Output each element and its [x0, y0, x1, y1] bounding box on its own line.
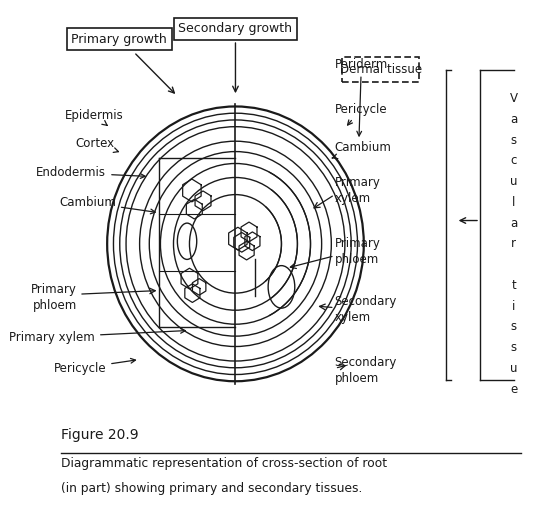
Text: Secondary growth: Secondary growth	[178, 22, 293, 35]
Text: Pericycle: Pericycle	[334, 103, 388, 125]
Text: Primary xylem: Primary xylem	[9, 329, 185, 344]
Text: Primary
xylem: Primary xylem	[334, 176, 381, 205]
Bar	[342, 57, 420, 82]
Text: e: e	[510, 383, 517, 396]
Text: s: s	[511, 341, 517, 354]
Text: Epidermis: Epidermis	[65, 110, 124, 125]
Text: c: c	[511, 155, 517, 167]
Text: (in part) showing primary and secondary tissues.: (in part) showing primary and secondary …	[61, 482, 362, 495]
Text: Diagrammatic representation of cross-section of root: Diagrammatic representation of cross-sec…	[61, 457, 388, 470]
Text: l: l	[512, 196, 516, 209]
Text: u: u	[510, 175, 518, 188]
Text: a: a	[510, 216, 517, 230]
Text: Endodermis: Endodermis	[36, 166, 145, 179]
Text: t: t	[511, 279, 516, 292]
Text: Cortex: Cortex	[75, 137, 118, 152]
Text: Primary
phloem: Primary phloem	[334, 237, 381, 266]
Text: a: a	[510, 113, 517, 126]
Text: r: r	[511, 237, 516, 250]
Text: Periderm: Periderm	[334, 59, 388, 136]
Text: s: s	[511, 320, 517, 333]
Text: Primary growth: Primary growth	[71, 32, 167, 46]
Text: Dermal tissue: Dermal tissue	[340, 63, 422, 75]
Text: Figure 20.9: Figure 20.9	[61, 429, 139, 442]
Text: Secondary
xylem: Secondary xylem	[334, 295, 397, 324]
Text: Secondary
phloem: Secondary phloem	[334, 356, 397, 385]
Text: i: i	[512, 300, 516, 313]
Text: Pericycle: Pericycle	[54, 358, 136, 375]
Text: Primary
phloem: Primary phloem	[31, 283, 77, 312]
Text: V: V	[510, 92, 518, 105]
Text: Cambium: Cambium	[59, 196, 155, 214]
Text: s: s	[511, 134, 517, 147]
Text: u: u	[510, 362, 518, 375]
Text: Cambium: Cambium	[332, 141, 392, 159]
